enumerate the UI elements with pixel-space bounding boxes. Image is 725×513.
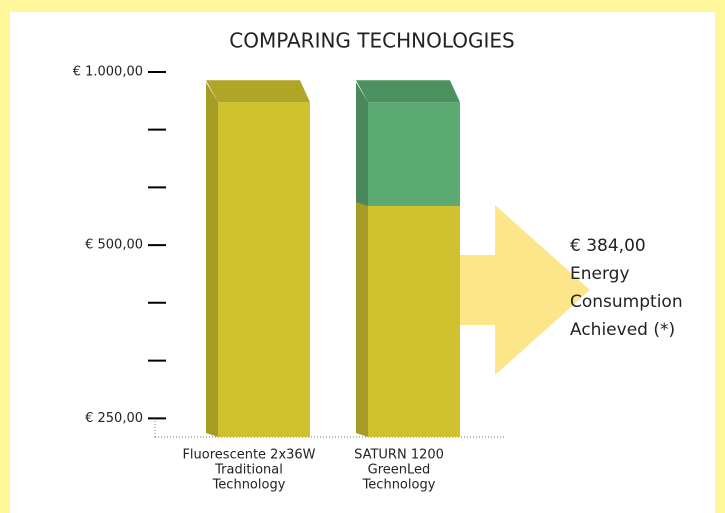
- x-tick-label: Fluorescente 2x36W: [182, 448, 315, 463]
- bar: [368, 102, 460, 206]
- annotation: € 384,00: [570, 236, 646, 256]
- annotation: Achieved (*): [570, 320, 675, 340]
- x-tick-label: GreenLed: [368, 463, 431, 478]
- bar-side: [356, 185, 368, 437]
- y-tick-label: € 250,00: [85, 411, 143, 426]
- bar: [368, 205, 460, 437]
- x-tick-label: SATURN 1200: [354, 448, 444, 463]
- annotation: Energy: [570, 264, 630, 284]
- y-tick-label: € 500,00: [85, 238, 143, 253]
- bar: [218, 102, 310, 438]
- arrow: [460, 205, 590, 375]
- x-tick-label: Traditional: [214, 463, 283, 478]
- x-tick-label: Technology: [362, 478, 436, 493]
- chart-title: COMPARING TECHNOLOGIES: [229, 29, 515, 53]
- y-tick-label: € 1.000,00: [73, 65, 143, 80]
- annotation: Consumption: [570, 292, 683, 312]
- bar-side: [206, 82, 218, 438]
- bar-top: [206, 80, 310, 103]
- bar-top: [356, 80, 460, 103]
- bar-side: [356, 82, 368, 206]
- x-tick-label: Technology: [212, 478, 286, 493]
